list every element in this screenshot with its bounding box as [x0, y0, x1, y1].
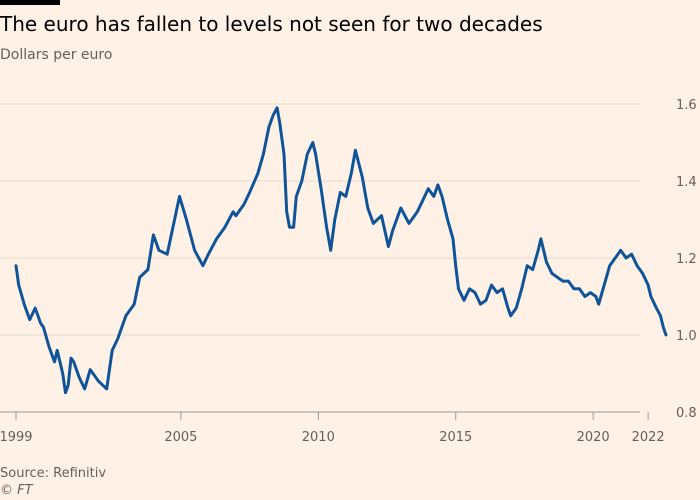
x-tick-label: 2020	[577, 430, 610, 445]
x-tick-label: 2010	[302, 430, 335, 445]
ft-credit: © FT	[0, 483, 33, 498]
y-tick-label: 1.6	[676, 98, 697, 113]
y-axis: 0.8 1.0 1.2 1.4 1.6	[676, 98, 697, 421]
series-layer	[14, 106, 668, 395]
x-tick-label: 2022	[632, 430, 665, 445]
chart-subtitle: Dollars per euro	[0, 47, 113, 63]
x-tick-label: 1999	[0, 430, 33, 445]
series-line	[14, 106, 668, 395]
source-note: Source: Refinitiv	[0, 466, 107, 481]
brand-bar	[0, 0, 60, 5]
x-tick-label: 2005	[164, 430, 197, 445]
y-tick-label: 1.4	[676, 175, 697, 190]
y-tick-label: 0.8	[676, 406, 697, 421]
chart-title: The euro has fallen to levels not seen f…	[0, 12, 543, 36]
x-axis: 1999 2005 2010 2015 2020 2022	[0, 412, 665, 445]
y-tick-label: 1.2	[676, 252, 697, 267]
y-tick-label: 1.0	[676, 329, 697, 344]
x-tick-label: 2015	[439, 430, 472, 445]
